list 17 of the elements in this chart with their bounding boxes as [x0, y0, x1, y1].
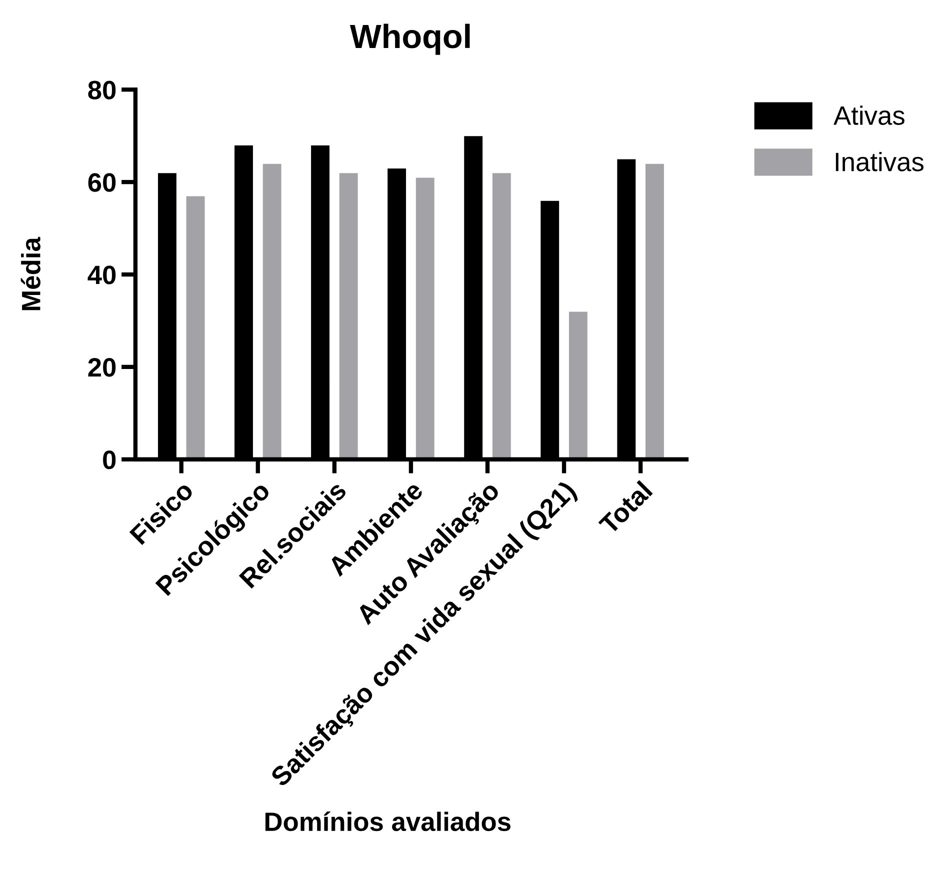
bar — [568, 311, 588, 460]
y-axis-title: Média — [20, 236, 40, 310]
bar — [644, 163, 665, 460]
y-tick-label: 60 — [88, 173, 116, 192]
y-tick-label: 80 — [88, 80, 116, 100]
y-tick-label: 40 — [88, 266, 116, 284]
y-tick-label: 0 — [103, 450, 116, 470]
x-axis-title: Domínios avaliados — [265, 811, 510, 832]
bar — [338, 172, 358, 460]
bar — [262, 163, 282, 460]
legend-label: Inativas — [836, 152, 924, 172]
chart-title: Whoqol — [350, 24, 470, 55]
y-tick-label: 20 — [88, 358, 116, 377]
legend-label: Ativas — [834, 106, 904, 125]
bar — [492, 172, 512, 460]
bar — [415, 177, 436, 460]
bar — [186, 196, 206, 460]
